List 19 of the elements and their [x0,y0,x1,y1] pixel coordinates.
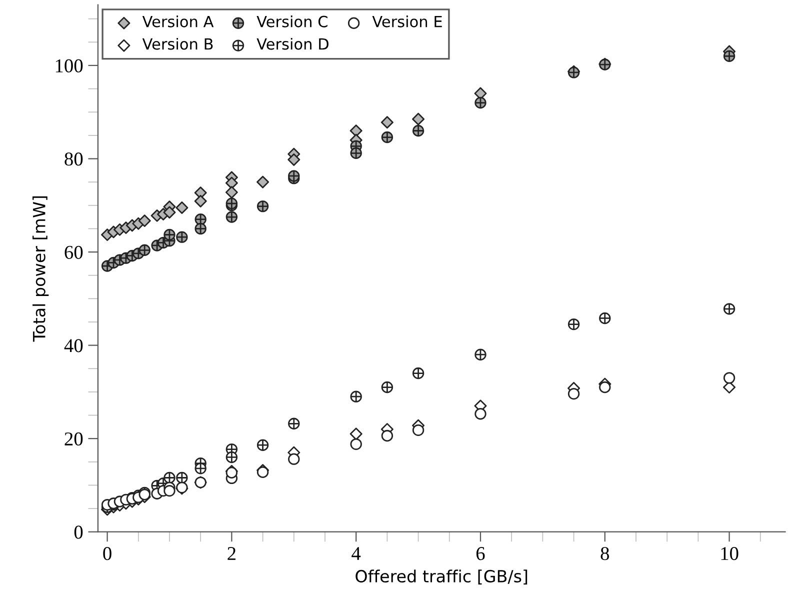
legend-label: Version C [256,16,328,28]
x-axis-title: Offered traffic [GB/s] [356,570,528,584]
y-tick-label: 20 [64,432,83,446]
y-tick-label: 60 [64,246,83,259]
legend-label: Version E [372,16,442,28]
x-tick-label: 4 [352,547,361,560]
x-tick-label: 2 [228,547,236,560]
legend-label: Version D [256,38,328,50]
x-tick-label: 0 [103,546,112,560]
x-tick-label: 10 [721,546,738,560]
y-axis-title: Total power [mW] [32,196,49,342]
x-tick-label: 8 [600,546,609,560]
legend-label: Version B [142,38,213,50]
legend-label: Version A [142,16,214,28]
x-tick-label: 6 [476,547,485,560]
y-tick-label: 80 [64,152,83,166]
y-tick-label: 0 [74,526,83,539]
y-tick-label: 40 [64,339,83,352]
y-tick-label: 100 [56,59,83,72]
